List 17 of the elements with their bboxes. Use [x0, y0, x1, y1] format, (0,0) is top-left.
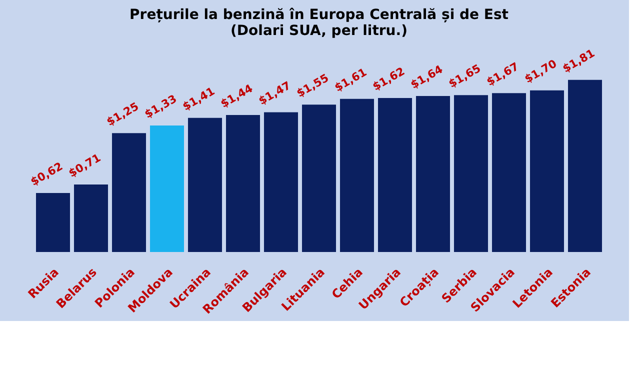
bar — [302, 104, 336, 252]
bar — [492, 93, 526, 252]
bar — [226, 115, 260, 252]
bar — [530, 90, 564, 252]
bar — [454, 95, 488, 252]
bar — [264, 112, 298, 252]
bar — [150, 126, 184, 252]
bar — [340, 98, 374, 252]
bar — [112, 133, 146, 252]
text: Prețurile la benzină în Europa Centrală și de Est — [130, 7, 508, 23]
bar — [416, 96, 450, 252]
bar — [36, 193, 70, 252]
bar — [74, 184, 108, 252]
bar — [568, 80, 602, 252]
bar — [188, 118, 222, 252]
bar — [378, 98, 412, 252]
text: (Dolari SUA, per litru.) — [230, 23, 408, 39]
